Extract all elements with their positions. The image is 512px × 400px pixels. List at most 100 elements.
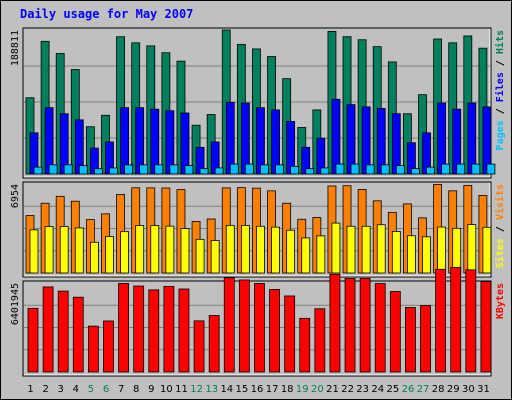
bar-sites-day-13 xyxy=(210,240,220,274)
x-tick-label-day-29: 29 xyxy=(447,384,460,395)
bar-files-day-24 xyxy=(376,108,386,175)
bar-sites-day-6 xyxy=(105,236,114,274)
bar-kbytes-day-8 xyxy=(133,285,145,373)
bar-kbytes-day-18 xyxy=(284,295,296,373)
legend-separator: / xyxy=(495,220,506,238)
bar-files-day-2 xyxy=(44,107,54,175)
legend-middle: Sites / Visits xyxy=(494,184,506,268)
bar-pages-day-4 xyxy=(78,165,88,175)
legend-hits: Hits xyxy=(494,30,506,54)
bar-kbytes-day-4 xyxy=(72,296,84,373)
bar-sites-day-24 xyxy=(376,224,386,274)
bar-kbytes-day-20 xyxy=(314,308,326,373)
bar-sites-day-27 xyxy=(422,236,431,274)
x-tick-label-day-13: 13 xyxy=(205,384,218,395)
bar-sites-day-18 xyxy=(286,229,296,274)
bar-pages-day-16 xyxy=(260,164,269,175)
bar-kbytes-day-7 xyxy=(118,283,129,373)
x-tick-label-day-28: 28 xyxy=(432,384,445,395)
bar-kbytes-day-26 xyxy=(405,307,416,373)
bar-files-day-8 xyxy=(135,107,145,175)
x-tick-label-day-20: 20 xyxy=(311,384,324,395)
legend-visits: Visits xyxy=(494,184,506,220)
bar-sites-day-16 xyxy=(256,225,265,274)
bar-kbytes-day-13 xyxy=(208,315,220,373)
bar-sites-day-8 xyxy=(135,225,145,274)
y-axis-label: 188811 xyxy=(10,30,21,66)
x-tick-label-day-30: 30 xyxy=(462,384,475,395)
legend-kbytes: KBytes xyxy=(495,283,506,319)
bar-sites-day-29 xyxy=(452,227,462,274)
bar-files-day-15 xyxy=(240,102,250,175)
bar-pages-day-13 xyxy=(214,167,224,175)
bar-kbytes-day-28 xyxy=(435,268,447,373)
x-tick-label-day-23: 23 xyxy=(356,384,369,395)
bar-pages-day-22 xyxy=(350,163,360,175)
bar-files-day-30 xyxy=(467,102,477,175)
x-tick-label-day-5: 5 xyxy=(88,384,94,395)
bar-files-day-14 xyxy=(225,101,235,175)
x-tick-label-day-11: 11 xyxy=(175,384,188,395)
bar-kbytes-day-1 xyxy=(27,307,39,373)
bar-kbytes-day-30 xyxy=(465,269,477,373)
bar-kbytes-day-23 xyxy=(359,278,371,373)
bar-sites-day-11 xyxy=(180,228,190,274)
bar-files-day-17 xyxy=(271,109,280,175)
bar-pages-day-26 xyxy=(411,168,420,175)
bar-pages-day-30 xyxy=(471,163,481,175)
legend-pages: Pages xyxy=(495,120,506,150)
bar-files-day-16 xyxy=(256,107,265,175)
chart-title: Daily usage for May 2007 xyxy=(20,7,193,21)
bar-pages-day-20 xyxy=(320,167,330,175)
x-tick-label-day-15: 15 xyxy=(236,384,249,395)
bar-kbytes-day-29 xyxy=(450,266,462,373)
bar-sites-day-4 xyxy=(74,227,84,274)
x-tick-label-day-17: 17 xyxy=(266,384,279,395)
bar-files-day-23 xyxy=(361,106,371,175)
bar-sites-day-19 xyxy=(301,237,311,274)
x-tick-label-day-14: 14 xyxy=(220,384,233,395)
y-axis-label: 6401945 xyxy=(10,283,21,325)
bar-sites-day-12 xyxy=(195,238,205,274)
x-tick-label-day-9: 9 xyxy=(148,384,154,395)
bar-sites-day-9 xyxy=(150,225,160,274)
bar-pages-day-29 xyxy=(456,163,466,175)
bar-sites-day-22 xyxy=(346,225,356,274)
y-axis-label: 6954 xyxy=(10,184,21,208)
x-tick-label-day-27: 27 xyxy=(417,384,430,395)
bar-sites-day-26 xyxy=(407,235,416,274)
bar-sites-day-5 xyxy=(89,241,99,274)
bar-sites-day-17 xyxy=(271,226,280,274)
bar-pages-day-5 xyxy=(93,168,103,175)
bar-pages-day-14 xyxy=(229,163,239,175)
bar-kbytes-day-9 xyxy=(148,289,160,373)
bar-pages-day-17 xyxy=(275,164,284,175)
bar-kbytes-day-14 xyxy=(223,277,235,373)
bar-pages-day-23 xyxy=(365,164,375,175)
bar-pages-day-25 xyxy=(395,165,405,175)
bar-sites-day-10 xyxy=(165,225,175,274)
x-tick-label-day-3: 3 xyxy=(58,384,64,395)
bar-pages-day-24 xyxy=(380,164,390,175)
bar-sites-day-2 xyxy=(44,226,54,274)
panel-middle: 6954 Sites / Visits xyxy=(10,181,506,278)
panel-bottom: 6401945 KBytes xyxy=(10,266,506,377)
bar-pages-day-28 xyxy=(441,163,451,175)
bar-pages-day-11 xyxy=(184,165,194,175)
panel-top: 188811 Pages / Files / Hits xyxy=(10,27,506,179)
bar-sites-day-14 xyxy=(225,224,235,274)
bar-pages-day-10 xyxy=(169,164,179,175)
bar-kbytes-day-6 xyxy=(103,320,114,373)
legend-sites: Sites xyxy=(494,238,506,268)
bar-sites-day-23 xyxy=(361,225,371,274)
x-tick-label-day-16: 16 xyxy=(251,384,264,395)
bar-files-day-28 xyxy=(437,102,447,175)
bar-pages-day-12 xyxy=(199,168,209,175)
legend-separator: / xyxy=(495,54,506,72)
bar-sites-day-30 xyxy=(467,224,477,274)
bar-files-day-22 xyxy=(346,104,356,175)
bar-pages-day-31 xyxy=(486,163,496,175)
bar-sites-day-3 xyxy=(59,226,69,274)
bar-kbytes-day-3 xyxy=(57,290,69,373)
bar-pages-day-15 xyxy=(244,163,254,175)
